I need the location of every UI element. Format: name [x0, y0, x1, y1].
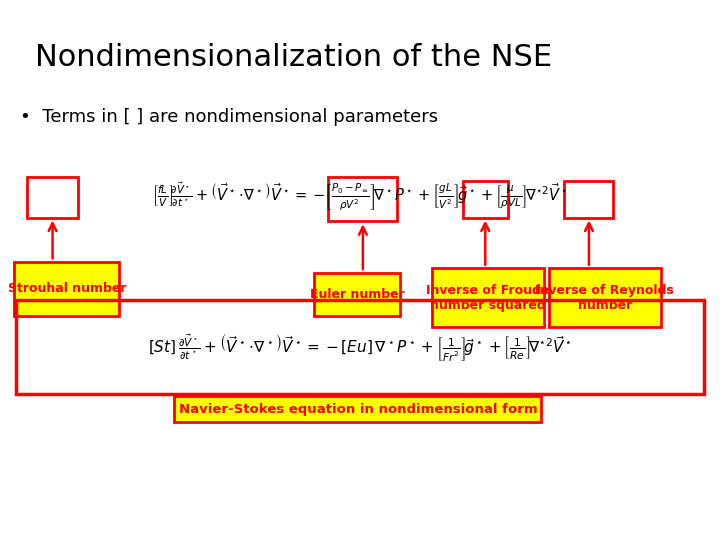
- FancyBboxPatch shape: [174, 396, 541, 422]
- Text: Nondimensionalization of the NSE: Nondimensionalization of the NSE: [35, 43, 552, 72]
- Text: $[St]\,\frac{\partial \vec{V}^\star}{\partial t^\star} + \left(\vec{V}^\star\!\c: $[St]\,\frac{\partial \vec{V}^\star}{\pa…: [148, 333, 572, 364]
- Text: Inverse of Froude
number squared: Inverse of Froude number squared: [426, 284, 550, 312]
- Text: Inverse of Reynolds
number: Inverse of Reynolds number: [536, 284, 674, 312]
- FancyBboxPatch shape: [432, 268, 544, 327]
- FancyBboxPatch shape: [549, 268, 661, 327]
- Text: Euler number: Euler number: [310, 288, 405, 301]
- Text: •  Terms in [ ] are nondimensional parameters: • Terms in [ ] are nondimensional parame…: [20, 108, 438, 126]
- Text: Navier-Stokes equation in nondimensional form: Navier-Stokes equation in nondimensional…: [179, 403, 537, 416]
- Text: Strouhal number: Strouhal number: [8, 282, 126, 295]
- Text: $\left[\frac{fL}{V}\right]\!\frac{\partial \vec{V}^\star}{\partial t^\star} + \l: $\left[\frac{fL}{V}\right]\!\frac{\parti…: [152, 181, 568, 213]
- FancyBboxPatch shape: [14, 262, 119, 316]
- FancyBboxPatch shape: [314, 273, 400, 316]
